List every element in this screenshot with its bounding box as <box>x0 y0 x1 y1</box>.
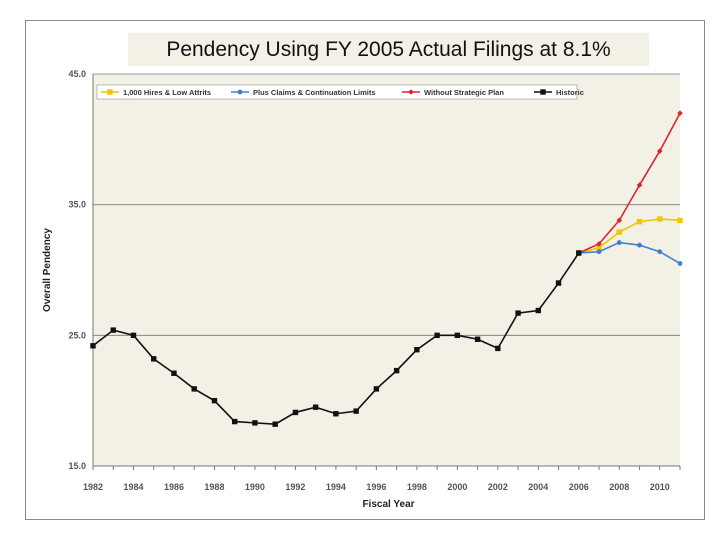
legend-label: Historic <box>556 88 584 97</box>
data-point <box>171 370 177 376</box>
data-point <box>616 229 622 235</box>
data-point <box>596 249 602 255</box>
data-point <box>130 332 137 339</box>
chart-title: Pendency Using FY 2005 Actual Filings at… <box>128 33 649 66</box>
legend: 1,000 Hires & Low Attrits Plus Claims & C… <box>96 84 584 100</box>
x-tick-label: 2006 <box>569 482 589 492</box>
y-tick-label: 35.0 <box>68 200 86 210</box>
x-tick-label: 2004 <box>528 482 548 492</box>
data-point <box>333 411 339 417</box>
data-point <box>576 250 582 256</box>
data-point <box>495 345 501 352</box>
data-point <box>231 418 238 425</box>
data-point <box>535 307 542 314</box>
axes <box>92 74 681 470</box>
data-point <box>373 386 380 392</box>
data-point <box>191 386 197 392</box>
data-point <box>596 241 602 247</box>
data-point <box>414 347 420 353</box>
data-point <box>677 217 683 224</box>
series-line <box>578 218 681 254</box>
y-tick-label: 25.0 <box>68 330 86 340</box>
y-tick-label: 15.0 <box>68 461 86 471</box>
data-point <box>151 356 157 362</box>
x-tick-label: 1998 <box>407 482 427 492</box>
x-tick-labels: 1982 1984 1986 1988 1990 1992 1994 1996 1998 2000… <box>83 482 670 492</box>
data-point <box>677 110 683 116</box>
legend-swatch-marker <box>408 89 414 95</box>
data-point <box>596 245 602 251</box>
data-point <box>636 218 643 225</box>
data-point <box>454 332 461 339</box>
data-point <box>656 148 663 154</box>
legend-label: 1,000 Hires & Low Attrits <box>123 88 211 97</box>
x-tick-label: 2008 <box>609 482 629 492</box>
x-tick-label: 1988 <box>204 482 224 492</box>
data-point <box>555 280 562 286</box>
data-point <box>616 217 623 224</box>
x-tick-label: 2002 <box>488 482 508 492</box>
data-point <box>657 216 663 222</box>
grid-lines <box>93 73 680 336</box>
series-3 <box>90 250 582 427</box>
data-series <box>90 110 683 427</box>
x-tick-label: 1982 <box>83 482 103 492</box>
x-tick-label: 1986 <box>164 482 184 492</box>
x-tick-label: 1994 <box>326 482 346 492</box>
plot-area <box>93 74 680 466</box>
legend-item-0: 1,000 Hires & Low Attrits <box>101 88 211 97</box>
data-point <box>353 408 359 414</box>
series-line <box>578 112 681 254</box>
data-point <box>657 249 663 255</box>
x-tick-label: 1984 <box>123 482 143 492</box>
data-point <box>636 182 643 188</box>
data-point <box>110 327 116 333</box>
legend-label: Without Strategic Plan <box>424 88 504 97</box>
data-point <box>312 404 319 410</box>
legend-item-3: Historic <box>534 88 584 97</box>
legend-swatch-marker <box>540 89 546 95</box>
data-point <box>393 367 400 374</box>
y-tick-label: 45.0 <box>68 69 86 79</box>
y-axis-title: Overall Pendency <box>42 228 53 312</box>
x-tick-label: 2000 <box>447 482 467 492</box>
data-point <box>474 336 481 342</box>
legend-label: Plus Claims & Continuation Limits <box>253 88 376 97</box>
data-point <box>677 261 683 266</box>
legend-swatch-marker <box>107 89 113 95</box>
legend-item-2: Without Strategic Plan <box>402 88 504 97</box>
data-point <box>637 242 642 248</box>
data-point <box>90 343 96 349</box>
series-2 <box>575 110 683 256</box>
data-point <box>616 240 622 245</box>
data-point <box>515 310 521 316</box>
x-axis-title: Fiscal Year <box>362 499 414 510</box>
legend-item-1: Plus Claims & Continuation Limits <box>231 88 376 97</box>
y-tick-labels: 15.0 25.0 35.0 45.0 <box>68 69 86 471</box>
x-tick-label: 1992 <box>285 482 305 492</box>
x-tick-label: 2010 <box>650 482 670 492</box>
legend-swatch-marker <box>237 89 243 95</box>
data-point <box>252 420 258 426</box>
data-point <box>272 421 278 427</box>
legend-box <box>96 84 578 100</box>
data-point <box>211 397 218 404</box>
x-tick-label: 1996 <box>366 482 386 492</box>
series-line <box>578 241 681 265</box>
data-point <box>434 332 440 339</box>
data-point <box>292 409 299 416</box>
x-tick-label: 1990 <box>245 482 265 492</box>
